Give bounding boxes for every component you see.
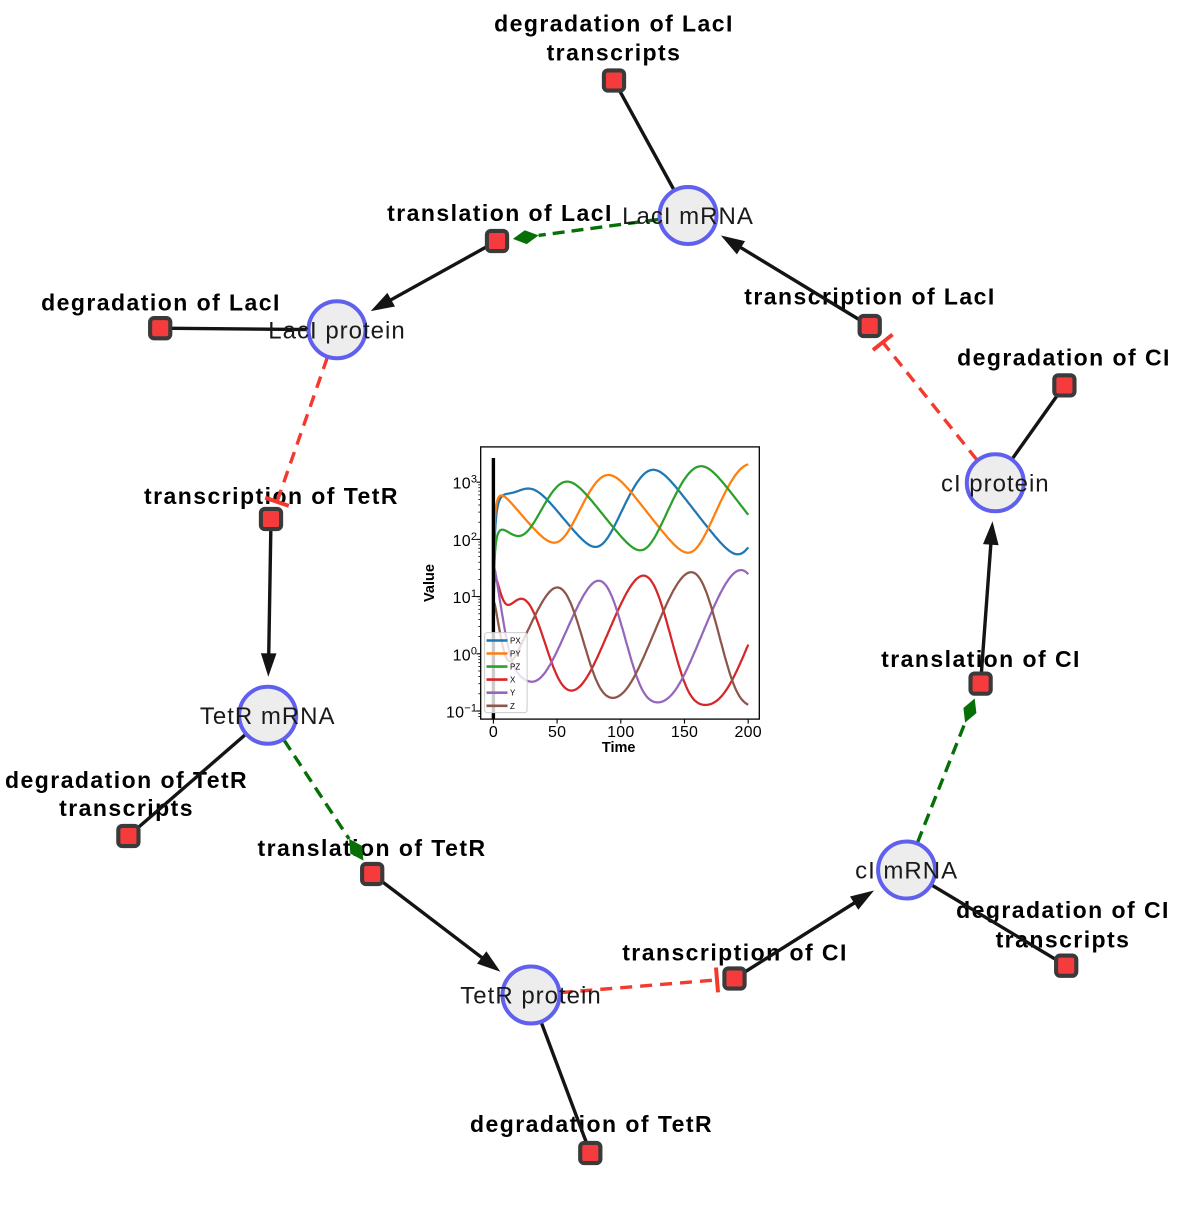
svg-text:LacI protein: LacI protein xyxy=(268,318,405,345)
svg-text:Y: Y xyxy=(510,689,516,698)
svg-text:Value: Value xyxy=(422,564,438,602)
svg-text:Z: Z xyxy=(510,702,515,711)
svg-text:degradation of LacI: degradation of LacI xyxy=(494,11,734,37)
svg-text:PZ: PZ xyxy=(510,663,520,672)
svg-text:translation of TetR: translation of TetR xyxy=(257,835,486,861)
svg-text:PX: PX xyxy=(510,637,521,646)
svg-text:0: 0 xyxy=(489,724,498,741)
svg-text:degradation of CI: degradation of CI xyxy=(957,345,1171,371)
svg-text:TetR mRNA: TetR mRNA xyxy=(200,703,336,730)
svg-text:transcripts: transcripts xyxy=(996,926,1131,952)
svg-text:cI protein: cI protein xyxy=(941,471,1050,498)
svg-text:150: 150 xyxy=(671,724,698,741)
svg-text:X: X xyxy=(510,676,516,685)
svg-text:PY: PY xyxy=(510,650,521,659)
svg-text:200: 200 xyxy=(735,724,762,741)
svg-text:transcripts: transcripts xyxy=(547,40,682,66)
svg-text:degradation of TetR: degradation of TetR xyxy=(5,767,248,793)
svg-text:transcription of CI: transcription of CI xyxy=(622,940,848,966)
svg-text:cI mRNA: cI mRNA xyxy=(855,858,958,885)
svg-text:degradation of TetR: degradation of TetR xyxy=(470,1111,713,1137)
svg-text:Time: Time xyxy=(602,740,636,756)
svg-text:transcription of LacI: transcription of LacI xyxy=(744,284,996,310)
svg-text:translation of LacI: translation of LacI xyxy=(387,200,613,226)
svg-text:transcription of TetR: transcription of TetR xyxy=(144,483,399,509)
svg-text:100: 100 xyxy=(607,724,634,741)
svg-text:degradation of CI: degradation of CI xyxy=(956,897,1170,923)
svg-text:degradation of LacI: degradation of LacI xyxy=(41,290,281,316)
svg-text:50: 50 xyxy=(548,724,566,741)
svg-text:TetR protein: TetR protein xyxy=(460,983,601,1010)
svg-text:LacI mRNA: LacI mRNA xyxy=(622,203,754,230)
